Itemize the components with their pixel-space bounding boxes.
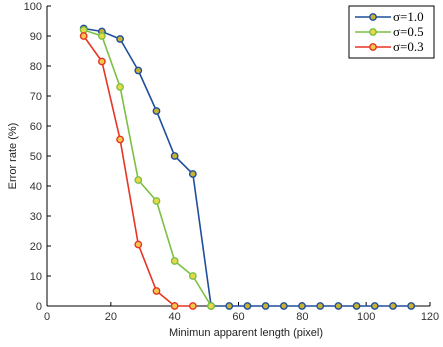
data-point xyxy=(279,302,288,310)
series-3 xyxy=(79,32,197,310)
x-axis-label: Minimun apparent length (pixel) xyxy=(169,327,323,339)
x-axis-ticks: 0 20 40 60 80 100 120 xyxy=(44,302,439,323)
data-point xyxy=(134,176,143,184)
y-tick-label: 100 xyxy=(24,1,42,13)
y-tick-label: 90 xyxy=(30,31,42,43)
y-tick-label: 10 xyxy=(30,271,42,283)
data-point xyxy=(170,152,179,160)
y-tick-label: 50 xyxy=(30,151,42,163)
y-tick-label: 20 xyxy=(30,241,42,253)
data-point xyxy=(79,32,88,40)
data-point xyxy=(152,197,161,205)
y-tick-label: 60 xyxy=(30,121,42,133)
data-point xyxy=(188,272,197,280)
legend-entry: σ=1.0 xyxy=(355,9,424,24)
data-point xyxy=(225,302,234,310)
data-point xyxy=(116,35,124,43)
data-point xyxy=(134,240,143,249)
data-point xyxy=(97,57,106,66)
series-line xyxy=(83,27,412,307)
legend-entry: σ=0.3 xyxy=(355,39,424,54)
data-point xyxy=(170,257,179,265)
x-tick-label: 100 xyxy=(357,311,375,323)
legend-marker xyxy=(369,43,377,51)
y-tick-label: 80 xyxy=(30,61,42,73)
data-point xyxy=(298,302,306,310)
x-tick-label: 40 xyxy=(169,311,181,323)
series-line xyxy=(83,29,212,307)
data-point xyxy=(188,302,197,310)
series-layer xyxy=(79,24,416,310)
x-tick-label: 120 xyxy=(421,311,439,323)
data-point xyxy=(334,302,343,310)
data-point xyxy=(243,302,252,310)
legend: σ=1.0σ=0.5σ=0.3 xyxy=(348,5,435,59)
legend-marker xyxy=(369,13,377,21)
legend-entry: σ=0.5 xyxy=(355,24,424,39)
data-point xyxy=(316,302,325,310)
data-point xyxy=(261,302,270,310)
data-point xyxy=(116,83,124,91)
data-point xyxy=(152,107,161,115)
data-point xyxy=(116,135,124,144)
y-tick-label: 30 xyxy=(30,211,42,223)
y-tick-label: 0 xyxy=(36,301,42,313)
series-2 xyxy=(79,26,215,310)
y-tick-label: 70 xyxy=(30,91,42,103)
data-point xyxy=(188,170,197,178)
data-point xyxy=(407,302,416,310)
data-point xyxy=(389,302,397,310)
x-tick-label: 20 xyxy=(105,311,117,323)
data-point xyxy=(352,302,361,310)
y-axis-ticks: 0 10 20 30 40 50 60 70 80 90 100 xyxy=(24,1,51,313)
legend-marker xyxy=(369,28,377,36)
y-axis-label: Error rate (%) xyxy=(7,123,19,190)
data-point xyxy=(370,302,379,310)
data-point xyxy=(207,302,215,310)
legend-label: σ=0.3 xyxy=(393,39,424,54)
x-tick-label: 80 xyxy=(296,311,308,323)
data-point xyxy=(97,32,106,40)
legend-label: σ=0.5 xyxy=(393,24,424,39)
x-tick-label: 0 xyxy=(44,311,50,323)
series-1 xyxy=(79,24,416,310)
legend-label: σ=1.0 xyxy=(393,9,424,24)
data-point xyxy=(170,302,179,310)
x-tick-label: 60 xyxy=(232,311,244,323)
data-point xyxy=(134,66,143,75)
y-tick-label: 40 xyxy=(30,181,42,193)
series-line xyxy=(83,35,193,307)
data-point xyxy=(152,287,161,295)
